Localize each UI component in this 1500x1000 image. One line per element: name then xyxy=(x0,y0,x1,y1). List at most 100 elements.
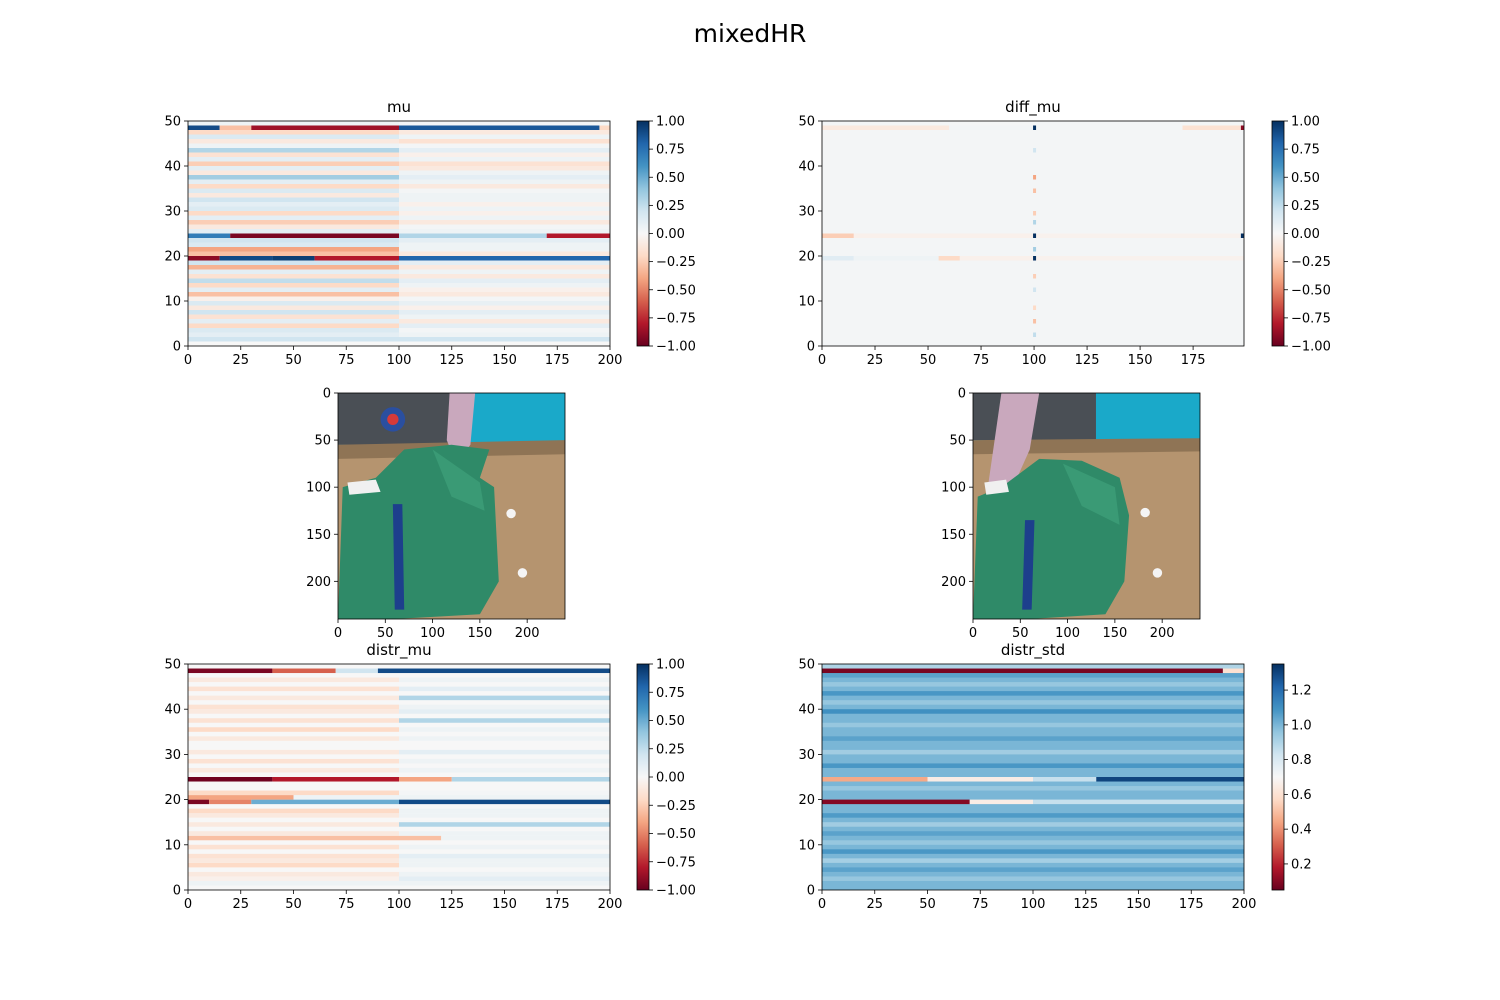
x-tick-label: 125 xyxy=(1073,897,1098,912)
panel-title: distr_std xyxy=(1001,641,1065,660)
x-tick-label: 200 xyxy=(598,897,623,912)
colorbar-tick-label: 1.2 xyxy=(1291,684,1312,699)
heatmap-band-segment xyxy=(399,767,610,773)
heatmap-band-segment xyxy=(822,691,1244,696)
camera-frame-2-panel: 0 50 100 150 200 0 50 100 150 200 xyxy=(941,387,1201,641)
heatmap-band-segment xyxy=(188,296,399,301)
heatmap-band-segment xyxy=(188,197,399,202)
heatmap-band-segment xyxy=(188,686,399,692)
heatmap-band-segment xyxy=(188,152,399,157)
heatmap-band-segment xyxy=(399,858,610,863)
colorbar xyxy=(1271,120,1285,347)
heatmap-band-segment xyxy=(399,736,610,741)
x-tick-label: 50 xyxy=(919,897,936,912)
heatmap-band-segment xyxy=(188,170,399,175)
heatmap-band-segment xyxy=(1034,233,1244,238)
axes-frame xyxy=(821,120,1245,347)
heatmap-band-segment xyxy=(251,799,399,805)
colorbar-tick-label: −1.00 xyxy=(656,340,696,355)
colorbar-tick-label: 0.6 xyxy=(1291,788,1312,803)
colorbar-tick-label: 0.00 xyxy=(656,227,685,242)
heatmap-band-segment xyxy=(546,233,610,238)
heatmap-band-segment xyxy=(314,256,399,261)
heatmap-band-segment xyxy=(188,247,399,252)
heatmap-band-segment xyxy=(188,161,399,166)
heatmap-band-segment xyxy=(399,121,610,126)
y-tick-label: 50 xyxy=(949,434,966,449)
heatmap-band-segment xyxy=(399,170,610,175)
heatmap-band-segment xyxy=(399,206,610,211)
colorbar-tick-label: 1.00 xyxy=(1291,115,1320,130)
heatmap-band-segment xyxy=(822,668,1223,674)
y-tick-label: 30 xyxy=(798,748,815,763)
colorbar-tick-label: 0.8 xyxy=(1291,753,1312,768)
x-tick-label: 150 xyxy=(492,353,517,368)
heatmap-band-segment xyxy=(399,853,610,859)
heatmap-band-segment xyxy=(188,822,399,827)
heatmap-band-segment xyxy=(399,704,610,710)
heatmap-band-segment xyxy=(188,844,399,850)
heatmap-band-segment xyxy=(822,777,928,782)
x-tick-label: 75 xyxy=(338,897,355,912)
y-tick-label: 0 xyxy=(323,387,331,402)
heatmap-band-segment xyxy=(188,310,399,315)
heatmap-band-segment xyxy=(949,125,1035,130)
heatmap-band-segment xyxy=(822,682,1244,687)
y-tick-label: 200 xyxy=(306,575,331,590)
y-tick-label: 150 xyxy=(941,528,966,543)
y-tick-label: 0 xyxy=(173,884,181,899)
heatmap-band-segment xyxy=(399,709,610,714)
x-tick-label: 75 xyxy=(338,353,355,368)
x-tick-label: 100 xyxy=(1021,897,1046,912)
heatmap-band-segment xyxy=(399,278,610,283)
x-tick-label: 25 xyxy=(232,897,249,912)
x-tick-label: 175 xyxy=(545,897,570,912)
heatmap-band-segment xyxy=(399,220,610,225)
heatmap-band-segment xyxy=(188,211,399,216)
x-tick-label: 100 xyxy=(1055,626,1080,641)
y-tick-label: 0 xyxy=(958,387,966,402)
heatmap-band-segment xyxy=(188,265,399,270)
heatmap-band-segment xyxy=(1182,125,1244,130)
heatmap-band-segment xyxy=(399,876,610,881)
heatmap-cell xyxy=(1033,256,1037,261)
heatmap-band-segment xyxy=(399,157,610,162)
colorbar-tick-label: −0.75 xyxy=(656,311,696,326)
heatmap-band-segment xyxy=(399,831,610,836)
heatmap-band-segment xyxy=(188,718,399,723)
y-tick-label: 30 xyxy=(164,748,181,763)
heatmap-band-segment xyxy=(188,835,442,841)
heatmap-band-segment xyxy=(822,786,1244,791)
camera-frame-1-panel: 0 50 100 150 200 0 50 100 150 200 xyxy=(306,387,566,641)
heatmap-band-segment xyxy=(822,876,1244,881)
x-tick-label: 0 xyxy=(184,897,192,912)
heatmap-band-segment xyxy=(188,139,399,144)
heatmap-band-segment xyxy=(399,229,610,234)
heatmap-band-segment xyxy=(377,668,610,674)
heatmap-band-segment xyxy=(399,265,610,270)
x-tick-label: 75 xyxy=(973,353,990,368)
colorbar-tick-label: 0.25 xyxy=(656,742,685,757)
heatmap-band-segment xyxy=(399,134,610,139)
colorbar xyxy=(636,120,650,347)
y-tick-label: 30 xyxy=(798,205,815,220)
heatmap-band-segment xyxy=(188,175,399,180)
heatmap-band-segment xyxy=(822,763,1244,768)
y-tick-label: 150 xyxy=(306,528,331,543)
y-tick-label: 10 xyxy=(164,295,181,310)
heatmap-band-segment xyxy=(188,215,399,220)
heatmap-band-segment xyxy=(188,337,610,342)
heatmap-band-segment xyxy=(188,323,399,328)
heatmap-band-segment xyxy=(188,233,231,238)
heatmap-band-segment xyxy=(399,758,610,764)
colorbar-tick-label: −0.25 xyxy=(656,255,696,270)
heatmap-band-segment xyxy=(188,813,399,818)
heatmap-band-segment xyxy=(188,858,399,863)
x-tick-label: 0 xyxy=(184,353,192,368)
heatmap-band-segment xyxy=(399,790,610,796)
heatmap-band-segment xyxy=(399,301,610,306)
colorbar xyxy=(1271,663,1285,891)
panel-title: distr_mu xyxy=(366,641,431,660)
heatmap-cell xyxy=(1033,220,1037,225)
